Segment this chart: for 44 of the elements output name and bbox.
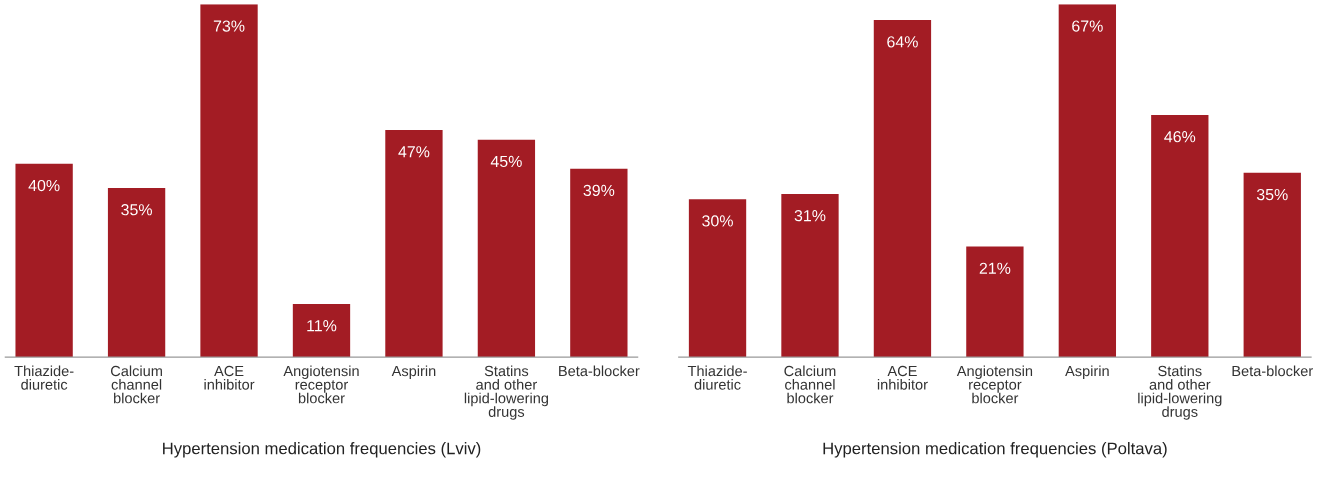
x-tick-label: ACE inhibitor [877,365,928,390]
bar [1058,4,1117,358]
x-axis-title: Hypertension medication frequencies (Lviv) [163,442,481,458]
data-label: 73% [213,20,245,32]
x-tick-label: Aspirin [391,365,436,380]
bar [385,129,443,358]
bar [688,199,747,358]
data-label: 35% [121,204,152,216]
x-axis-title: Hypertension medication frequencies (Poltava) [823,442,1167,458]
x-tick-label: Calcium channel blocker [110,365,162,404]
bar [1151,114,1209,358]
data-label: 39% [583,184,615,197]
x-tick-label: Beta-blocker [1232,365,1313,377]
x-tick-label: Angiotensin receptor blocker [283,365,359,404]
data-label: 47% [398,146,430,158]
bar [1243,172,1301,358]
data-label: 46% [1164,130,1196,143]
bar [107,187,166,358]
x-tick-label: Thiazide- diuretic [687,365,747,390]
bar [15,163,73,358]
data-label: 40% [28,179,60,192]
x-tick-label: Statins and other lipid-lowering drugs [1138,365,1222,420]
data-label: 11% [307,320,337,332]
bar [966,246,1024,358]
x-tick-label: Calcium channel blocker [784,365,836,404]
x-tick-label: Beta-blocker [559,365,640,377]
data-label: 21% [979,262,1011,274]
data-label: 31% [794,209,826,222]
x-tick-label: Statins and other lipid-lowering drugs [464,365,549,420]
x-tick-label: Aspirin [1065,365,1109,380]
bar [570,168,628,358]
bar [477,139,536,358]
bar [873,20,932,358]
bar [200,4,258,358]
bar [292,303,351,358]
data-label: 67% [1072,20,1103,32]
x-tick-label: Angiotensin receptor blocker [956,365,1033,404]
data-label: 64% [887,36,918,48]
x-tick-label: ACE inhibitor [204,365,255,390]
bar [781,193,839,358]
data-label: 35% [1256,188,1288,201]
x-tick-label: Thiazide- diuretic [14,365,74,390]
data-label: 45% [490,155,522,168]
data-label: 30% [702,215,733,227]
